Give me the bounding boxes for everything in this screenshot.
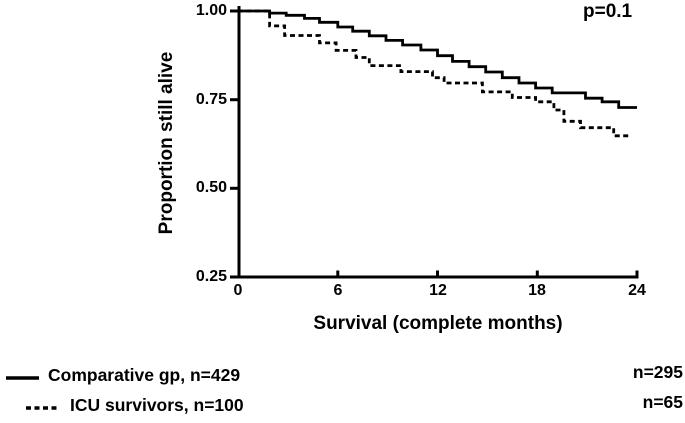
- legend-label-comparative-gp: Comparative gp, n=429: [48, 365, 241, 385]
- x-tick-label-0: 0: [233, 282, 243, 299]
- y-tick-label-0.75: 0.75: [195, 91, 227, 108]
- at-risk-count-icu-survivors: n=65: [642, 392, 683, 412]
- y-axis-title: Proportion still alive: [156, 51, 177, 235]
- at-risk-count-comparative-gp: n=295: [632, 362, 683, 382]
- dashed-line-icon: [26, 406, 59, 410]
- x-tick-label-18: 18: [528, 282, 546, 299]
- x-tick-label-6: 6: [333, 282, 343, 299]
- p-value-annotation: p=0.1: [583, 1, 633, 22]
- legend-label-icu-survivors: ICU survivors, n=100: [70, 395, 244, 415]
- x-tick-label-24: 24: [628, 282, 646, 299]
- y-tick-label-0.50: 0.50: [195, 179, 227, 196]
- solid-line-icon: [6, 376, 39, 380]
- x-tick-label-12: 12: [429, 282, 447, 299]
- y-tick-label-1.00: 1.00: [195, 2, 227, 19]
- y-tick-label-0.25: 0.25: [195, 268, 227, 285]
- x-axis-title: Survival (complete months): [313, 313, 563, 334]
